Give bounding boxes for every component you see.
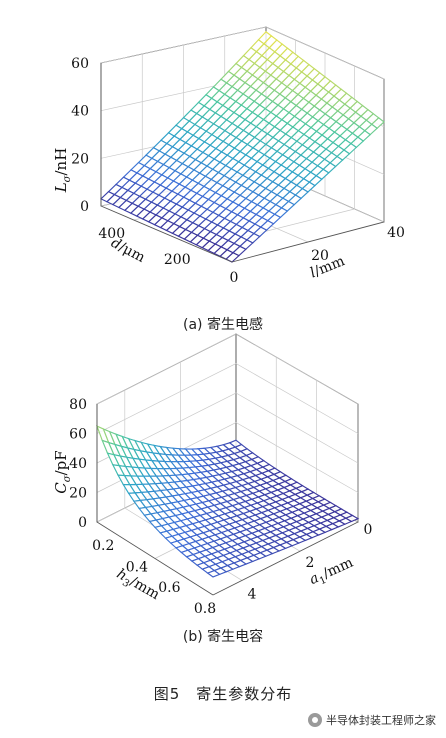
- axis-line: [212, 521, 359, 596]
- surface-cell: [206, 569, 221, 578]
- tick-label: 20: [69, 486, 87, 502]
- tick-label: 60: [71, 56, 89, 72]
- figure-caption: 图5 寄生参数分布: [153, 685, 293, 703]
- tick-labels: 0 20 40 60 200 400 0 20 40: [71, 56, 405, 286]
- z-gridline: [96, 392, 359, 464]
- wechat-logo-icon: [308, 713, 322, 727]
- tick-label: 200: [164, 252, 191, 268]
- surface-mesh: [100, 30, 385, 263]
- tick-label: 0: [230, 270, 239, 286]
- tick-label: 2: [306, 555, 315, 571]
- tick-labels: 0 20 40 60 80 0.2 0.4 0.6 0.8 0 2 4: [69, 397, 372, 617]
- watermark: 半导体封装工程师之家: [308, 712, 436, 728]
- z-gridline: [96, 363, 359, 434]
- tick-label: 40: [387, 225, 405, 241]
- watermark-text: 半导体封装工程师之家: [326, 714, 436, 727]
- axis-line: [100, 205, 233, 263]
- z-gridline: [96, 333, 359, 405]
- z-axis-label: Lσ/nH: [52, 148, 73, 194]
- y-axis-label: a1/mm: [307, 555, 357, 591]
- tick-label: 60: [69, 427, 87, 443]
- tick-label: 20: [71, 151, 89, 167]
- tick-label: 40: [71, 104, 89, 120]
- axes-front-edges: [96, 404, 359, 596]
- tick-label: 80: [69, 397, 87, 413]
- tick-label: 0: [78, 515, 87, 531]
- subcaption-a: (a) 寄生电感: [183, 317, 263, 333]
- tick-label: 400: [98, 226, 125, 242]
- tick-label: 0: [80, 199, 89, 215]
- tick-label: 20: [311, 248, 329, 264]
- surface-mesh: [95, 425, 360, 578]
- y-axis-label: d/μm: [108, 235, 147, 266]
- z-axis-label: Cσ/pF: [52, 450, 73, 493]
- tick-label: 0.2: [92, 538, 114, 554]
- surface-cell: [100, 190, 116, 203]
- tick-label: 4: [248, 586, 257, 602]
- tick-label: 40: [69, 456, 87, 472]
- axis-line: [96, 521, 214, 596]
- tick-label: 0: [364, 522, 373, 538]
- tick-label: 0.6: [158, 580, 180, 596]
- tick-label: 0.8: [194, 601, 216, 617]
- tick-label: 0.4: [126, 559, 148, 575]
- z-gridline: [100, 26, 385, 80]
- subcaption-b: (b) 寄生电容: [182, 629, 264, 645]
- axis-line: [231, 221, 385, 263]
- axes-front-edges: [100, 63, 385, 263]
